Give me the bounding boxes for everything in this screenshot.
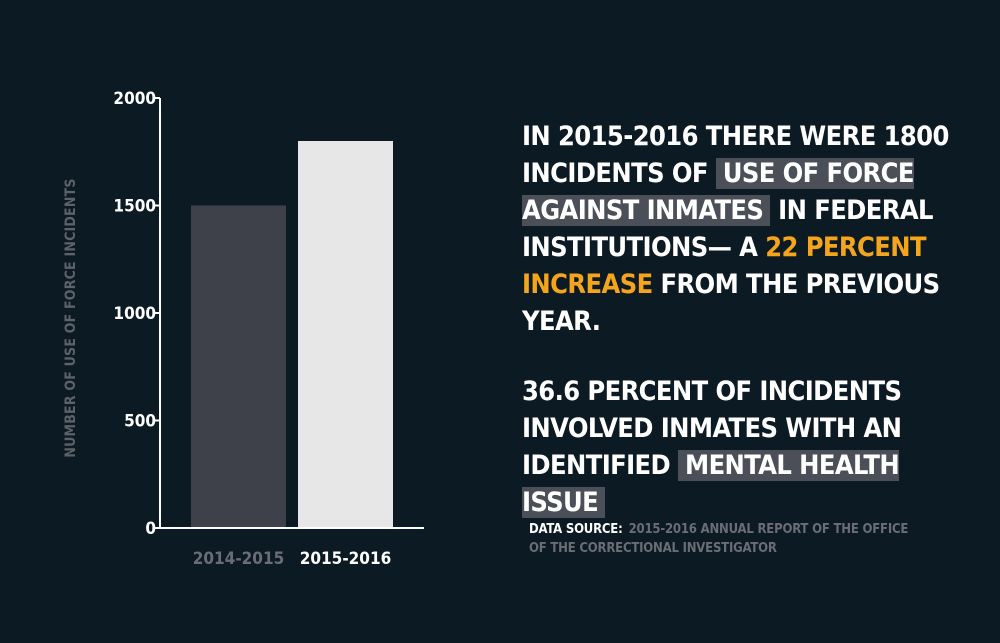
- bar-2014-2015: [191, 205, 286, 528]
- p1-text-2: IN FEDERAL INSTITUTIONS— A: [522, 195, 934, 263]
- data-source-label: DATA SOURCE:: [529, 522, 623, 537]
- y-tick-label: 1500: [113, 197, 156, 217]
- p1-accent: 22 PERCENT INCREASE: [522, 232, 927, 300]
- y-tick-label: 0: [145, 519, 156, 539]
- bars-group: [191, 141, 393, 528]
- p1-text-3: FROM THE PREVIOUS YEAR.: [522, 269, 940, 337]
- bar-chart: 0 500 1000 1500 2000 2014-2015 2015-2016: [113, 89, 424, 569]
- p1-text-1: IN 2015-2016 THERE WERE 1800 INCIDENTS O…: [522, 121, 949, 189]
- p2-text-1: 36.6 PERCENT OF INCIDENTS INVOLVED INMAT…: [522, 376, 902, 481]
- y-tick-label: 2000: [113, 89, 156, 109]
- data-source-note: DATA SOURCE: 2015-2016 ANNUAL REPORT OF T…: [529, 520, 929, 558]
- summary-paragraph-2: 36.6 PERCENT OF INCIDENTS INVOLVED INMAT…: [522, 373, 962, 521]
- x-tick-label: 2014-2015: [193, 549, 284, 569]
- bar-2015-2016: [298, 141, 393, 528]
- y-axis-label: NUMBER OF USE OF FORCE INCIDENTS: [63, 178, 79, 458]
- summary-paragraph-1: IN 2015-2016 THERE WERE 1800 INCIDENTS O…: [522, 118, 962, 340]
- x-axis-group: 2014-2015 2015-2016: [159, 527, 424, 569]
- y-tick-label: 500: [124, 412, 156, 432]
- y-tick-label: 1000: [113, 304, 156, 324]
- y-axis-group: 0 500 1000 1500 2000: [113, 89, 161, 539]
- data-source-value: 2015-2016 ANNUAL REPORT OF THE OFFICE OF…: [529, 522, 909, 556]
- x-tick-label: 2015-2016: [300, 549, 391, 569]
- summary-text-panel: IN 2015-2016 THERE WERE 1800 INCIDENTS O…: [522, 118, 962, 521]
